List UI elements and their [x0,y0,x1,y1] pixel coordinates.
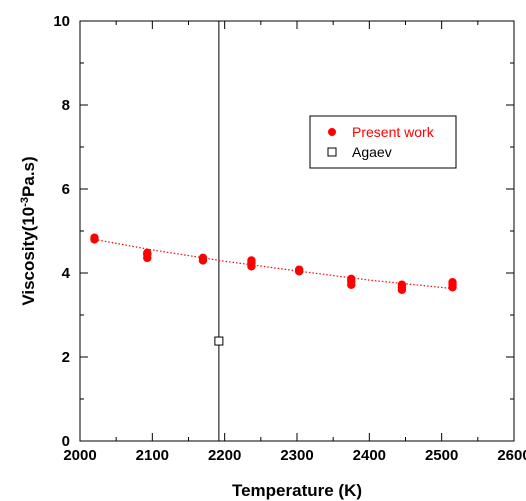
y-tick-label: 2 [62,349,70,366]
x-tick-label: 2000 [63,447,96,464]
data-point-present-work [397,280,407,289]
data-point-present-work [198,253,208,263]
x-tick-label: 2300 [280,447,313,464]
x-tick-label: 2100 [136,447,169,464]
y-axis-title-exponent: -3 [19,197,31,207]
legend-label-present-work: Present work [352,124,435,140]
data-point-agaev [214,336,224,346]
y-tick-label: 8 [62,97,70,114]
y-axis-title-prefix: Viscosity(10 [19,207,38,306]
data-points [90,233,457,346]
legend-box [309,115,457,169]
legend: Present work Agaev [309,115,457,169]
data-point-present-work [294,265,304,274]
data-point-present-work [448,278,457,287]
legend-marker-agaev [327,147,337,157]
legend-label-agaev: Agaev [352,144,392,160]
data-point-present-work [143,248,152,258]
axis-ticks [79,20,515,442]
y-tick-label: 0 [62,433,70,450]
legend-marker-present-work [328,128,336,136]
y-tick-label: 6 [62,181,70,198]
plot-frame [79,20,515,442]
x-axis-title: Temperature (K) [232,481,362,500]
data-point-present-work [90,233,99,242]
fit-line [94,238,453,290]
x-tick-label: 2500 [425,447,458,464]
data-point-present-work [347,274,356,284]
x-tick-label: 2200 [208,447,241,464]
y-tick-label: 4 [62,265,71,282]
x-tick-label: 2400 [353,447,386,464]
y-tick-label: 10 [53,13,70,30]
y-axis-title-suffix: Pa.s) [19,156,38,197]
y-axis-title: Viscosity(10-3Pa.s) [19,156,38,305]
data-point-present-work [247,256,256,265]
